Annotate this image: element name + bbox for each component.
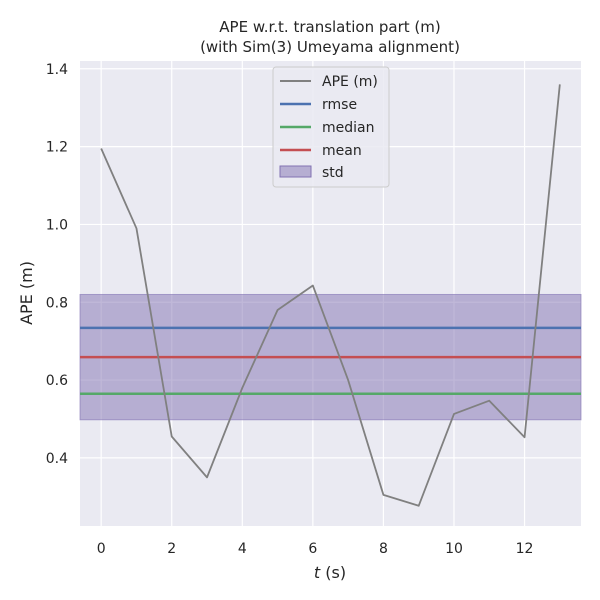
legend-label-mean: mean	[322, 143, 362, 159]
x-tick-label-4: 8	[379, 541, 388, 557]
x-tick-label-3: 6	[308, 541, 317, 557]
legend-label-median: median	[322, 120, 374, 136]
y-axis-label: APE (m)	[17, 261, 36, 325]
y-tick-label-4: 1.2	[46, 140, 68, 156]
legend-label-rmse: rmse	[322, 97, 357, 113]
x-axis-label: t (s)	[314, 563, 346, 582]
legend: APE (m) rmse median mean std	[272, 66, 390, 188]
x-axis-label-unit: (s)	[320, 563, 346, 582]
y-tick-label-5: 1.4	[46, 62, 68, 78]
series-line-ape	[100, 84, 561, 507]
stat-lines	[80, 326, 581, 395]
y-tick-label-2: 0.8	[46, 295, 68, 311]
y-tick-labels: 0.4 0.6 0.8 1.0 1.2 1.4	[46, 62, 68, 467]
series-layer	[100, 84, 561, 507]
x-axis-label-variable: t	[314, 563, 321, 582]
y-tick-label-0: 0.4	[46, 451, 68, 467]
y-tick-label-1: 0.6	[46, 373, 68, 389]
legend-box	[272, 66, 390, 188]
chart-title: APE w.r.t. translation part (m)	[219, 18, 440, 36]
legend-label-ape: APE (m)	[322, 74, 378, 90]
chart-subtitle: (with Sim(3) Umeyama alignment)	[200, 38, 460, 56]
x-tick-label-6: 12	[516, 541, 534, 557]
legend-swatch-std	[279, 165, 312, 178]
x-tick-label-2: 4	[238, 541, 247, 557]
y-tick-label-3: 1.0	[46, 217, 68, 233]
x-tick-label-1: 2	[167, 541, 176, 557]
x-tick-label-0: 0	[97, 541, 106, 557]
x-tick-labels: 0 2 4 6 8 10 12	[97, 541, 534, 557]
x-tick-label-5: 10	[445, 541, 463, 557]
legend-label-std: std	[322, 165, 344, 181]
